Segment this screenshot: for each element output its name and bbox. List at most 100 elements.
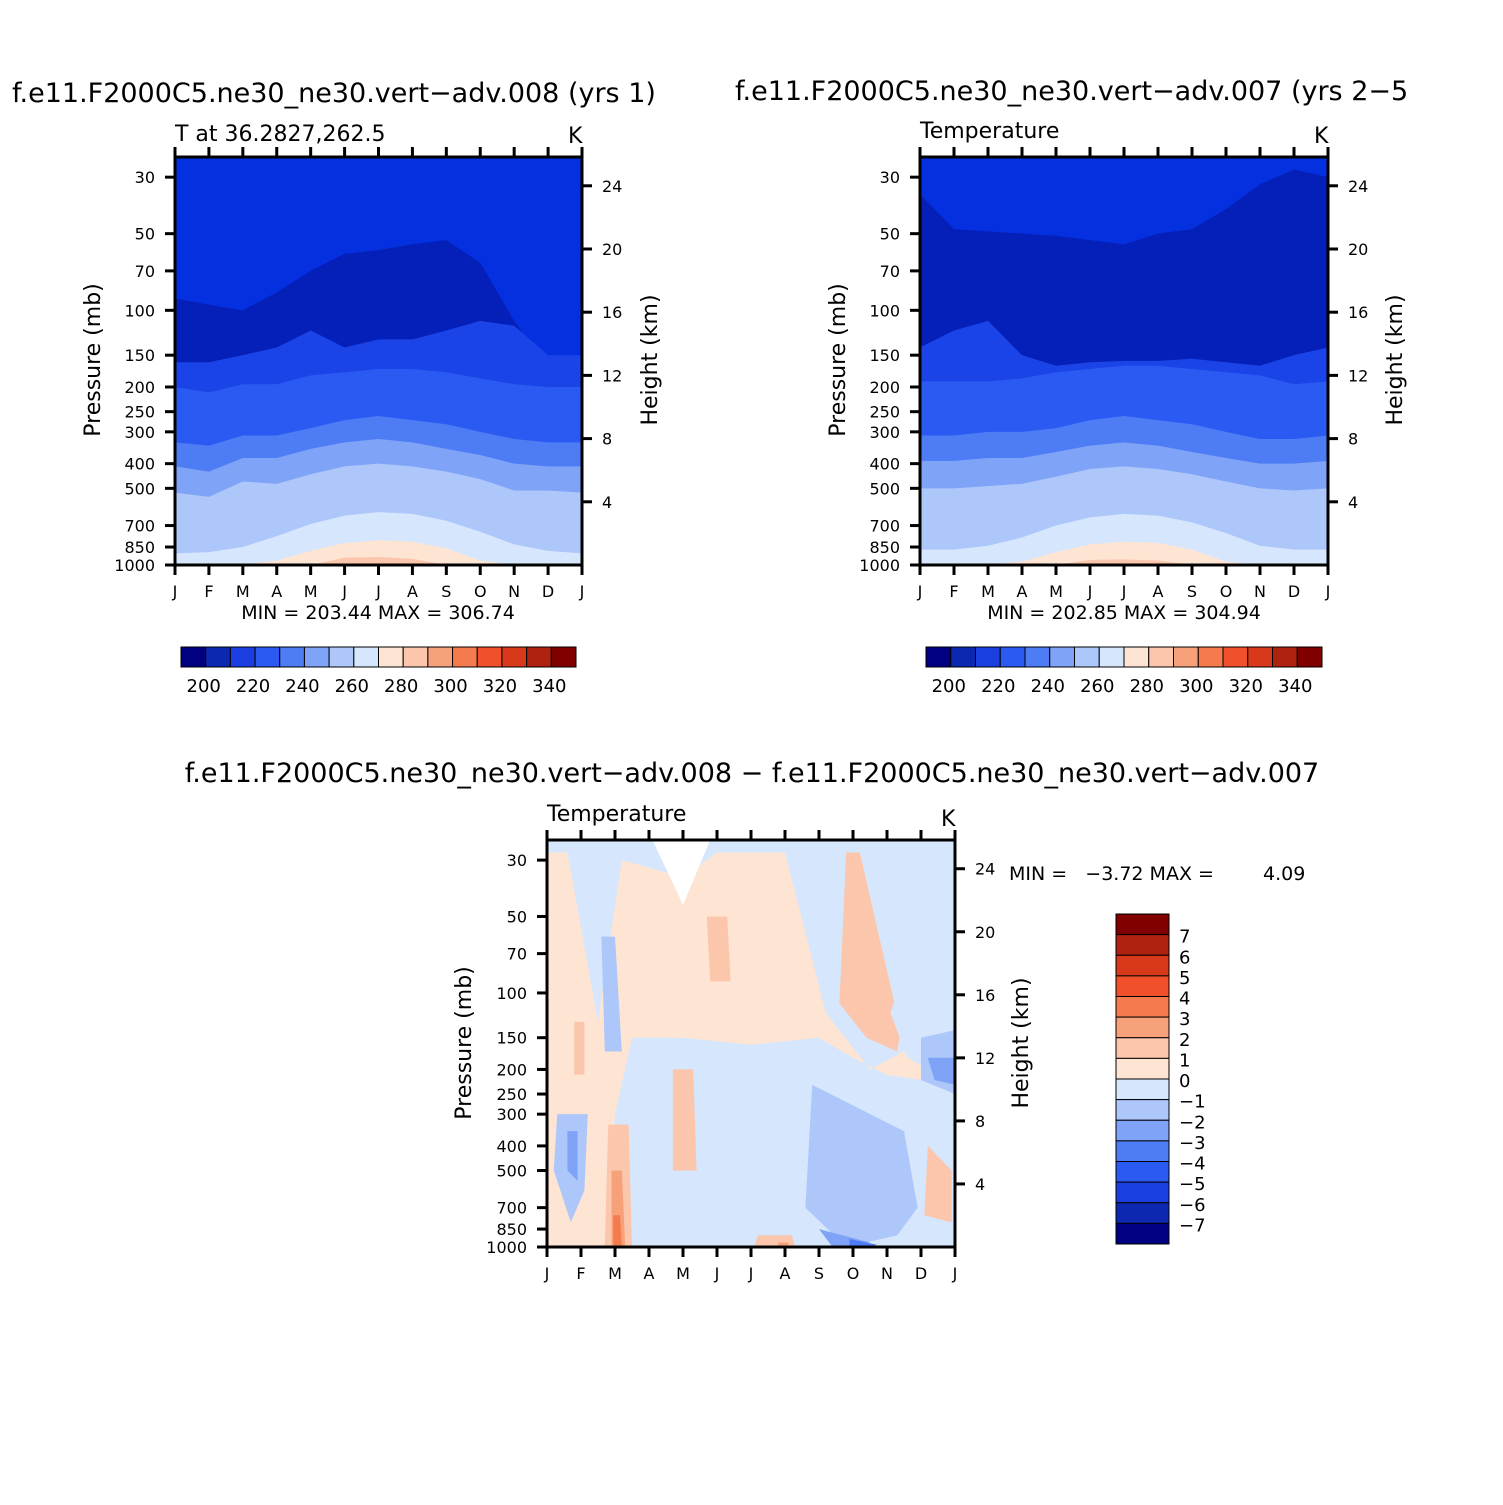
y-tick-label: 50 [880,225,900,244]
colorbar-swatch [1115,1119,1170,1142]
panel-2-colorbar: 200 220 240 260 280 300 320 340 [925,646,1323,697]
y2-tick-label: 20 [975,923,995,942]
y-tick-label: 100 [869,301,900,320]
colorbar-swatch [205,646,231,668]
colorbar-swatch [999,646,1026,668]
panel-2-stats: MIN = 202.85 MAX = 304.94 [987,602,1261,624]
contour-region [927,1057,955,1085]
x-tick-label: M [236,582,250,601]
colorbar-swatch [279,646,305,668]
colorbar-swatch [402,646,429,668]
colorbar-swatch [1115,1099,1170,1121]
y-tick-label: 100 [496,984,527,1003]
panel-2-title: f.e11.F2000C5.ne30_ne30.vert−adv.007 (yr… [735,76,1408,107]
panel-1-title: f.e11.F2000C5.ne30_ne30.vert−adv.008 (yr… [12,78,656,109]
y2-tick-label: 16 [1348,303,1368,322]
y2-tick-label: 8 [602,430,612,449]
y-tick-label: 700 [124,517,155,536]
colorbar-swatch [378,646,404,668]
colorbar-label: −3 [1179,1133,1206,1154]
contour-region [574,1021,585,1075]
x-tick-label: N [1254,582,1266,601]
plot-frame [918,155,1330,567]
colorbar-swatch [353,646,379,668]
colorbar-swatch [1098,646,1125,668]
y-tick-label: 1000 [859,556,900,575]
colorbar-swatch [1115,1037,1170,1059]
x-tick-label: O [1220,582,1233,601]
x-tick-label: J [748,1264,754,1283]
colorbar-swatch [1197,646,1224,668]
contour-region [672,1069,697,1171]
colorbar-swatch [1115,1078,1170,1101]
colorbar-swatch [1074,646,1100,668]
y-tick-label: 300 [869,423,900,442]
y-tick-label: 1000 [114,556,155,575]
x-tick-label: D [915,1264,927,1283]
colorbar-swatch [925,646,952,668]
colorbar-label: −1 [1179,1092,1206,1113]
y-tick-label: 250 [869,403,900,422]
colorbar-label: −7 [1179,1215,1206,1236]
y-tick-label: 700 [496,1199,527,1218]
y2-tick-label: 24 [1348,177,1368,196]
x-tick-label: F [576,1264,585,1283]
colorbar-swatch [1123,646,1150,668]
colorbar-label: 1 [1179,1050,1190,1071]
y-tick-label: 400 [869,455,900,474]
y2-tick-label: 4 [975,1175,985,1194]
panel-1-ylabel: Pressure (mb) [81,283,106,437]
y2-tick-label: 24 [975,860,995,879]
colorbar-swatch [303,646,330,668]
plot-frame [545,838,957,1249]
colorbar-swatch [975,646,1001,668]
colorbar-label: 240 [285,676,319,697]
y-tick-label: 250 [124,403,155,422]
x-tick-label: M [1049,582,1063,601]
colorbar-swatch [1115,1181,1170,1204]
x-tick-label: J [172,582,178,601]
colorbar-swatch [427,646,454,668]
x-tick-label: J [579,582,585,601]
colorbar-label: 4 [1179,989,1190,1010]
colorbar-swatch [229,646,256,668]
colorbar-label: 220 [236,676,270,697]
x-tick-label: M [676,1264,690,1283]
y-tick-label: 150 [124,346,155,365]
y-tick-label: 30 [135,168,155,187]
colorbar-label: 340 [1278,676,1312,697]
contour-region [924,1145,952,1223]
colorbar-swatch [254,646,281,668]
colorbar-swatch [1115,1222,1170,1245]
y-tick-label: 850 [124,538,155,557]
colorbar-swatch [1115,1016,1170,1039]
contour-region [754,1235,796,1247]
y2-tick-label: 20 [1348,240,1368,259]
contour-region [839,852,901,1052]
y-tick-label: 200 [869,378,900,397]
colorbar-swatch [1115,1057,1170,1080]
colorbar-label: 2 [1179,1030,1190,1051]
colorbar-label: 260 [1080,676,1114,697]
y2-tick-label: 8 [1348,430,1358,449]
panel-3-title: f.e11.F2000C5.ne30_ne30.vert−adv.008 − f… [185,758,1320,789]
colorbar-label: −2 [1179,1112,1206,1133]
panel-3-subtitle-right: K [941,807,956,832]
panel-1-subtitle-left: T at 36.2827,262.5 [174,122,385,147]
contour-band [920,552,1328,565]
y-tick-label: 200 [124,378,155,397]
y-tick-label: 500 [124,479,155,498]
y-tick-label: 400 [496,1137,527,1156]
colorbar-swatch [1247,646,1273,668]
contour-fills [920,157,1328,565]
y-tick-label: 150 [496,1029,527,1048]
colorbar-label: 280 [1130,676,1164,697]
x-tick-label: A [407,582,418,601]
x-tick-label: F [949,582,958,601]
y-tick-label: 300 [496,1105,527,1124]
colorbar-swatch [1049,646,1075,668]
y-tick-label: 1000 [486,1238,527,1257]
y-tick-label: 850 [869,538,900,557]
panel-1-y2label: Height (km) [638,294,663,425]
y-tick-label: 30 [507,851,527,870]
